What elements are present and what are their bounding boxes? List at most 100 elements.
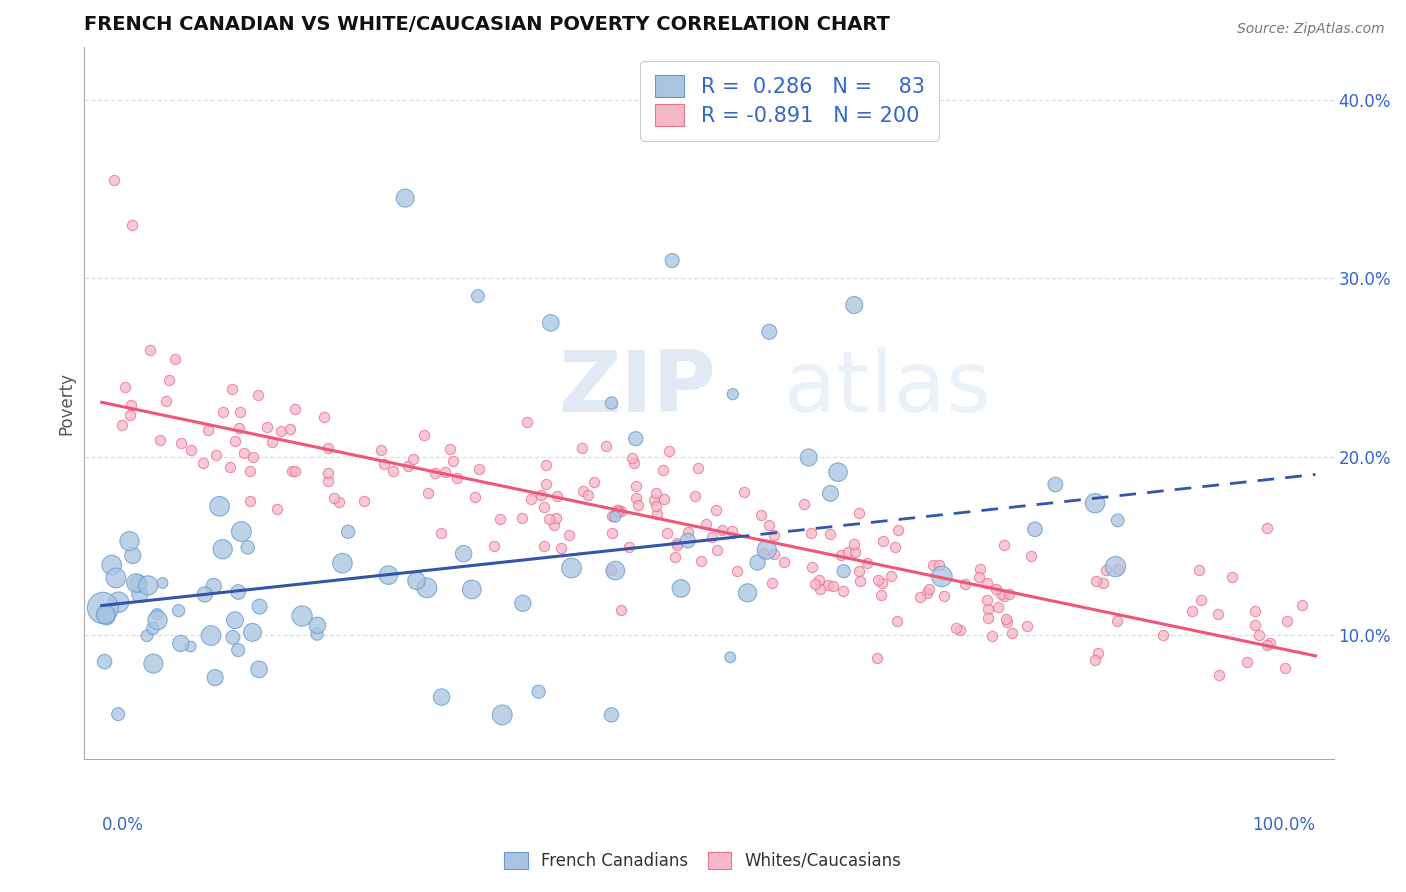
Point [1024, 522, 1046, 536]
Point [844, 298, 866, 312]
Text: Source: ZipAtlas.com: Source: ZipAtlas.com [1237, 22, 1385, 37]
Point [136, 629, 159, 643]
Point [1084, 574, 1107, 588]
Point [527, 684, 550, 698]
Point [1084, 496, 1107, 510]
Point [1189, 592, 1212, 607]
Point [540, 316, 562, 330]
Point [516, 416, 538, 430]
Point [987, 599, 1010, 614]
Point [856, 556, 879, 570]
Point [405, 574, 427, 588]
Point [370, 443, 392, 458]
Point [103, 173, 125, 187]
Point [624, 432, 647, 446]
Point [624, 491, 647, 506]
Legend: R =  0.286   N =    83, R = -0.891   N = 200: R = 0.286 N = 83, R = -0.891 N = 200 [640, 61, 939, 141]
Point [600, 509, 623, 524]
Point [170, 436, 193, 450]
Point [606, 505, 628, 519]
Point [870, 576, 893, 591]
Text: 0.0%: 0.0% [101, 816, 143, 835]
Point [624, 479, 647, 493]
Point [623, 456, 645, 470]
Point [758, 325, 780, 339]
Point [337, 524, 360, 539]
Point [725, 564, 748, 578]
Point [1274, 661, 1296, 675]
Point [128, 576, 150, 591]
Point [191, 456, 214, 470]
Point [706, 502, 728, 516]
Text: FRENCH CANADIAN VS WHITE/CAUCASIAN POVERTY CORRELATION CHART: FRENCH CANADIAN VS WHITE/CAUCASIAN POVER… [83, 15, 890, 34]
Text: ZIP: ZIP [558, 347, 716, 430]
Point [984, 582, 1007, 596]
Point [226, 585, 249, 599]
Point [550, 541, 572, 555]
Point [224, 434, 246, 448]
Point [111, 417, 134, 432]
Point [721, 524, 744, 538]
Point [695, 517, 717, 532]
Point [1152, 628, 1174, 642]
Point [266, 501, 288, 516]
Point [721, 797, 744, 811]
Point [222, 631, 245, 645]
Point [510, 511, 533, 525]
Point [976, 611, 998, 625]
Point [270, 424, 292, 438]
Point [849, 574, 872, 588]
Point [208, 500, 231, 514]
Point [96, 609, 118, 624]
Point [747, 556, 769, 570]
Point [128, 587, 150, 601]
Point [600, 563, 623, 577]
Point [1244, 604, 1267, 618]
Point [967, 569, 990, 583]
Point [224, 613, 246, 627]
Point [167, 604, 190, 618]
Point [396, 459, 419, 474]
Point [572, 484, 595, 499]
Point [226, 643, 249, 657]
Text: atlas: atlas [783, 347, 991, 430]
Point [976, 576, 998, 591]
Point [242, 450, 264, 465]
Point [107, 595, 129, 609]
Point [242, 625, 264, 640]
Point [1084, 653, 1107, 667]
Point [194, 587, 217, 601]
Point [1247, 627, 1270, 641]
Point [998, 587, 1021, 601]
Point [808, 574, 831, 588]
Point [817, 577, 839, 591]
Point [887, 523, 910, 537]
Point [163, 351, 186, 366]
Point [170, 636, 193, 650]
Point [931, 569, 953, 583]
Point [603, 509, 626, 524]
Point [416, 581, 439, 595]
Point [1181, 604, 1204, 618]
Point [800, 525, 823, 540]
Point [323, 491, 346, 505]
Point [917, 582, 939, 596]
Point [797, 450, 820, 465]
Point [434, 465, 457, 479]
Point [995, 615, 1018, 629]
Point [945, 621, 967, 635]
Point [1105, 614, 1128, 628]
Point [461, 582, 484, 597]
Point [155, 393, 177, 408]
Point [231, 524, 253, 539]
Point [546, 489, 568, 503]
Point [416, 486, 439, 500]
Point [246, 388, 269, 402]
Point [146, 607, 169, 622]
Point [981, 629, 1004, 643]
Point [606, 502, 628, 516]
Point [928, 558, 950, 573]
Point [600, 396, 623, 410]
Point [655, 525, 678, 540]
Point [600, 525, 623, 540]
